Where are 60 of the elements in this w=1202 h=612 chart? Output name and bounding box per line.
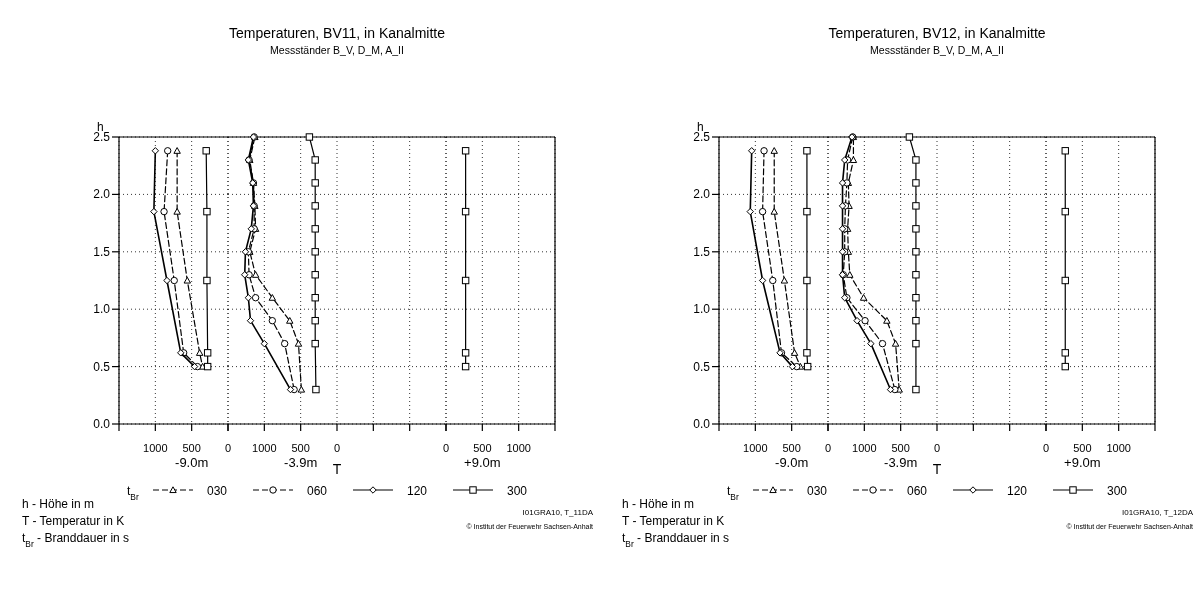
y-tick-label: 0.0 bbox=[93, 417, 111, 431]
y-tick-label: 1.0 bbox=[693, 302, 711, 317]
x-tick-label: 0 bbox=[1042, 442, 1050, 454]
x-tick-label: 1000 bbox=[1106, 442, 1131, 454]
x-tick-label: 500 bbox=[291, 442, 310, 454]
x-tick-label: 500 bbox=[891, 442, 910, 454]
x-tick-label: 0 bbox=[442, 442, 450, 454]
x-axis-title: -3.9m bbox=[884, 455, 918, 470]
x-tick-label: 1000 bbox=[252, 442, 277, 454]
y-tick-label: 2.0 bbox=[93, 187, 111, 202]
legend-title: t$_{Br}$ bbox=[127, 484, 139, 502]
x-tick-label: 0 bbox=[824, 442, 832, 454]
legend-label: 300 bbox=[507, 484, 528, 498]
text: I01GRA10, T_12DA bbox=[1121, 508, 1194, 517]
x-axis-title: -9.0m bbox=[175, 455, 209, 470]
text: I01GRA10, T_11DA bbox=[522, 508, 594, 517]
chart-subtitle: Messständer B_V, D_M, A_II bbox=[270, 44, 404, 56]
x-tick-label: 500 bbox=[1073, 442, 1092, 454]
x-tick-label: 0 bbox=[333, 442, 341, 454]
chart-title: Temperaturen, BV11, in Kanalmitte bbox=[228, 25, 446, 41]
x-tick-label: 500 bbox=[473, 442, 492, 454]
x-tick-label: 1000 bbox=[743, 442, 768, 454]
text: t$_{Br}$ - Branddauer in s bbox=[622, 531, 730, 549]
x-tick-label: 0 bbox=[933, 442, 941, 454]
text: t$_{Br}$ - Branddauer in s bbox=[22, 531, 130, 549]
legend-label: 030 bbox=[807, 484, 828, 498]
x-axis-title: +9.0m bbox=[464, 455, 501, 470]
y-tick-label: 0.5 bbox=[693, 359, 711, 374]
chart-subtitle: Messständer B_V, D_M, A_II bbox=[870, 44, 1004, 56]
text: h - Höhe in m bbox=[622, 497, 695, 511]
y-tick-label: 2.5 bbox=[693, 130, 711, 144]
text: T bbox=[332, 461, 342, 477]
x-axis-title: +9.0m bbox=[1064, 455, 1101, 470]
x-tick-label: 1000 bbox=[852, 442, 877, 454]
y-tick-label: 2.5 bbox=[93, 130, 111, 144]
legend-label: 060 bbox=[307, 484, 328, 498]
legend-label: 060 bbox=[907, 484, 928, 498]
y-tick-label: 1.5 bbox=[693, 244, 711, 259]
legend-title: t$_{Br}$ bbox=[727, 484, 739, 502]
legend-label: 120 bbox=[1007, 484, 1028, 498]
text: T bbox=[932, 461, 942, 477]
y-tick-label: 0.5 bbox=[93, 359, 111, 374]
text: h - Höhe in m bbox=[22, 497, 95, 511]
y-tick-label: 0.0 bbox=[693, 417, 711, 431]
legend-label: 120 bbox=[407, 484, 428, 498]
text: T - Temperatur in K bbox=[622, 514, 725, 528]
x-tick-label: 1000 bbox=[143, 442, 168, 454]
legend-label: 030 bbox=[207, 484, 228, 498]
text: T - Temperatur in K bbox=[22, 514, 125, 528]
y-tick-label: 1.5 bbox=[93, 244, 111, 259]
x-tick-label: 500 bbox=[782, 442, 801, 454]
x-axis-title: -3.9m bbox=[284, 455, 318, 470]
x-tick-label: 0 bbox=[224, 442, 232, 454]
chart-title: Temperaturen, BV12, in Kanalmitte bbox=[828, 25, 1046, 41]
x-axis-title: -9.0m bbox=[775, 455, 809, 470]
legend-label: 300 bbox=[1107, 484, 1128, 498]
x-tick-label: 500 bbox=[182, 442, 201, 454]
x-tick-label: 1000 bbox=[506, 442, 531, 454]
y-tick-label: 1.0 bbox=[93, 302, 111, 317]
y-tick-label: 2.0 bbox=[693, 187, 711, 202]
